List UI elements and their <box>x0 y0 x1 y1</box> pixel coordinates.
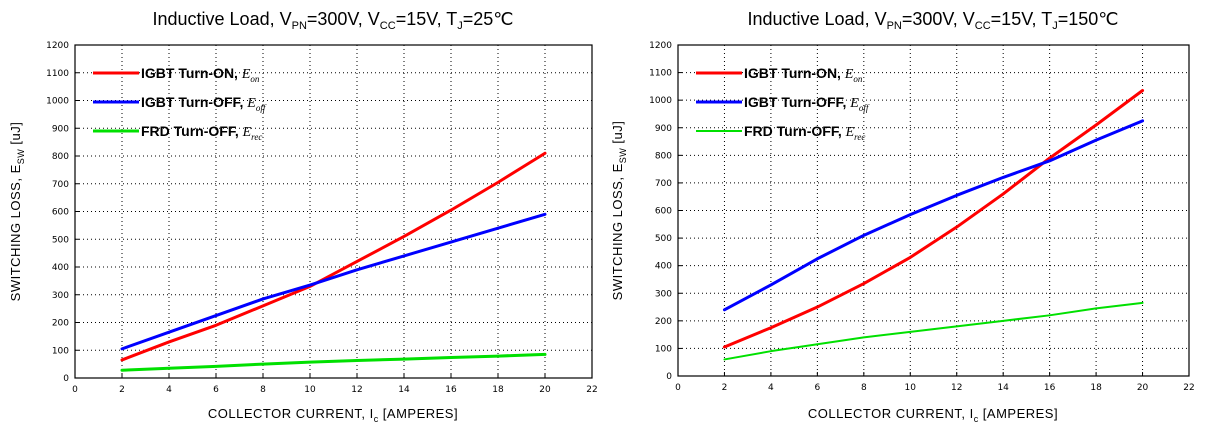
x-tick-label: 6 <box>814 383 820 393</box>
y-tick-label: 600 <box>52 208 69 218</box>
y-tick-label: 400 <box>52 263 69 273</box>
series-line-off <box>722 119 1145 312</box>
x-tick-label: 18 <box>1090 383 1102 393</box>
x-tick-label: 20 <box>1137 383 1149 393</box>
y-tick-label: 500 <box>655 234 672 244</box>
y-axis-label: SWITCHING LOSS, ESW [uJ] <box>610 121 628 301</box>
series-line-off <box>120 212 547 351</box>
x-tick-label: 16 <box>445 385 457 395</box>
legend-label-off: IGBT Turn-OFF, Eoff <box>141 94 267 113</box>
x-tick-label: 22 <box>1183 383 1194 393</box>
legend-label-on: IGBT Turn-ON, Eon <box>141 65 260 84</box>
y-tick-label: 0 <box>666 372 672 382</box>
x-tick-label: 10 <box>905 383 917 393</box>
y-tick-label: 100 <box>52 346 69 356</box>
chart-1: Inductive Load, VPN=300V, VCC=15V, TJ=25… <box>8 9 598 424</box>
y-tick-label: 1100 <box>46 69 69 79</box>
y-tick-label: 1100 <box>649 69 672 79</box>
y-axis-label: SWITCHING LOSS, ESW [uJ] <box>8 122 26 302</box>
legend-label-rec: FRD Turn-OFF, Erec <box>141 123 262 142</box>
chart-title: Inductive Load, VPN=300V, VCC=15V, TJ=15… <box>747 9 1118 32</box>
y-tick-label: 200 <box>655 317 672 327</box>
x-tick-label: 0 <box>675 383 681 393</box>
x-tick-label: 16 <box>1044 383 1056 393</box>
chart-2: Inductive Load, VPN=300V, VCC=15V, TJ=15… <box>610 9 1195 424</box>
x-tick-label: 14 <box>398 385 410 395</box>
series-line-on <box>722 89 1145 349</box>
y-tick-label: 800 <box>52 152 69 162</box>
x-tick-label: 8 <box>260 385 266 395</box>
y-tick-label: 200 <box>52 319 69 329</box>
y-tick-label: 800 <box>655 151 672 161</box>
y-tick-label: 900 <box>52 124 69 134</box>
x-tick-label: 4 <box>166 385 172 395</box>
x-tick-label: 14 <box>997 383 1009 393</box>
series-line-rec <box>723 301 1144 361</box>
series-line-on <box>120 151 547 362</box>
legend-label-rec: FRD Turn-OFF, Erec <box>744 123 865 142</box>
legend-label-on: IGBT Turn-ON, Eon <box>744 65 863 84</box>
y-tick-label: 1200 <box>46 41 69 51</box>
y-tick-label: 100 <box>655 344 672 354</box>
x-tick-label: 6 <box>213 385 219 395</box>
y-tick-label: 300 <box>655 289 672 299</box>
x-tick-label: 22 <box>586 385 597 395</box>
chart-title: Inductive Load, VPN=300V, VCC=15V, TJ=25… <box>153 9 514 32</box>
y-tick-label: 900 <box>655 124 672 134</box>
y-tick-label: 0 <box>63 374 69 384</box>
x-tick-label: 2 <box>119 385 125 395</box>
y-tick-label: 400 <box>655 262 672 272</box>
x-axis-label: COLLECTOR CURRENT, Ic [AMPERES] <box>808 406 1058 424</box>
x-tick-label: 12 <box>951 383 962 393</box>
x-tick-label: 8 <box>861 383 867 393</box>
y-tick-label: 1200 <box>649 41 672 51</box>
y-tick-label: 1000 <box>649 96 672 106</box>
legend-label-off: IGBT Turn-OFF, Eoff <box>744 94 870 113</box>
x-tick-label: 2 <box>722 383 728 393</box>
y-tick-label: 700 <box>655 179 672 189</box>
x-tick-label: 4 <box>768 383 774 393</box>
y-tick-label: 300 <box>52 291 69 301</box>
x-tick-label: 10 <box>304 385 316 395</box>
x-tick-label: 20 <box>539 385 551 395</box>
y-tick-label: 600 <box>655 207 672 217</box>
x-tick-label: 18 <box>492 385 504 395</box>
series-line-rec <box>120 352 547 372</box>
y-tick-label: 1000 <box>46 97 69 107</box>
x-tick-label: 12 <box>351 385 362 395</box>
x-axis-label: COLLECTOR CURRENT, Ic [AMPERES] <box>208 406 458 424</box>
y-tick-label: 700 <box>52 180 69 190</box>
x-tick-label: 0 <box>72 385 78 395</box>
y-tick-label: 500 <box>52 235 69 245</box>
